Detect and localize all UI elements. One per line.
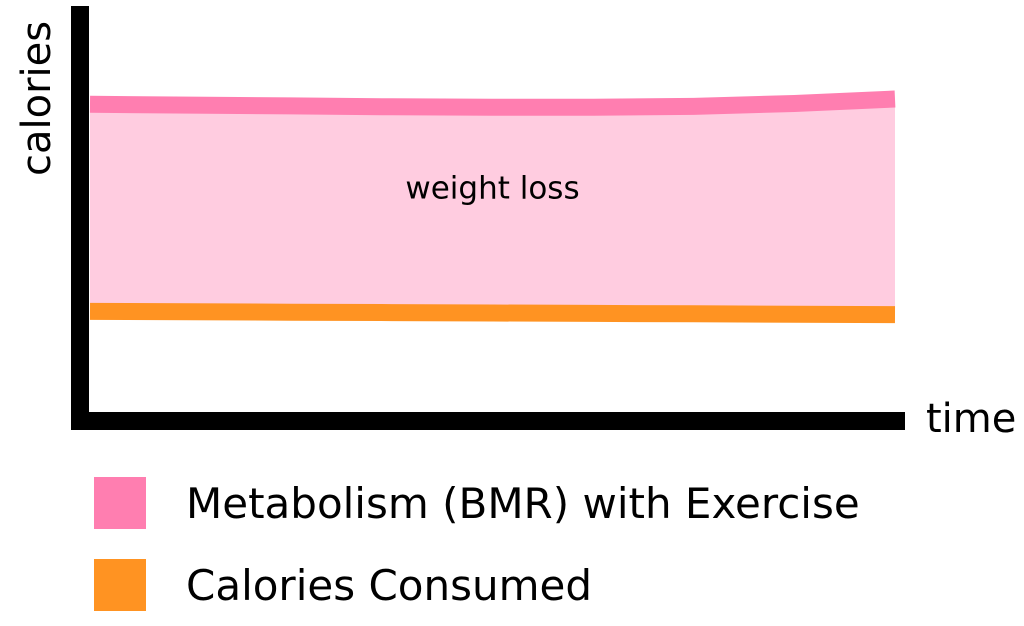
series-line-1 bbox=[89, 302, 896, 324]
legend: Metabolism (BMR) with Exercise Calories … bbox=[94, 462, 860, 626]
series-line-0 bbox=[89, 90, 896, 116]
legend-item-calories-consumed: Calories Consumed bbox=[94, 544, 860, 626]
legend-label-calories-consumed: Calories Consumed bbox=[186, 560, 592, 610]
legend-swatch-metabolism bbox=[94, 477, 146, 529]
legend-label-metabolism: Metabolism (BMR) with Exercise bbox=[186, 478, 860, 528]
x-axis-title: time bbox=[926, 396, 1016, 442]
series-layer bbox=[89, 90, 896, 324]
legend-item-metabolism: Metabolism (BMR) with Exercise bbox=[94, 462, 860, 544]
y-axis-title: calories bbox=[14, 21, 60, 176]
annotation-weight-loss: weight loss bbox=[405, 171, 579, 207]
legend-swatch-calories-consumed bbox=[94, 559, 146, 611]
weight-loss-area bbox=[90, 99, 895, 315]
